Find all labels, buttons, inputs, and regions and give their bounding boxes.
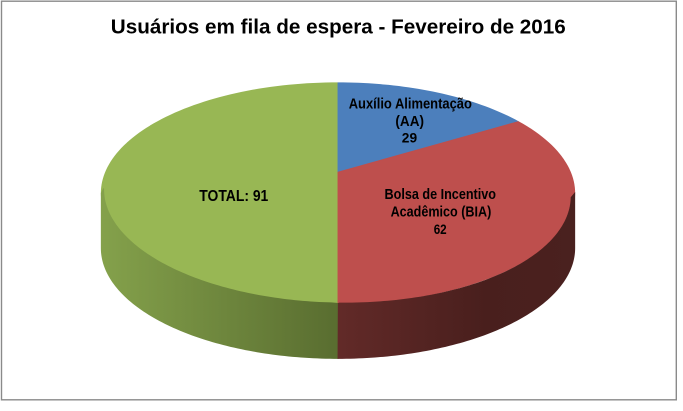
svg-text:Auxílio Alimentação: Auxílio Alimentação — [349, 96, 472, 113]
svg-text:Bolsa de Incentivo: Bolsa de Incentivo — [385, 186, 497, 203]
svg-text:62: 62 — [434, 222, 447, 237]
svg-text:Usuários em fila de espera - F: Usuários em fila de espera - Fevereiro d… — [111, 16, 566, 38]
svg-text:29: 29 — [402, 131, 417, 146]
svg-text:Acadêmico (BIA): Acadêmico (BIA) — [391, 203, 492, 220]
svg-text:(AA): (AA) — [395, 113, 424, 130]
svg-text:TOTAL: 91: TOTAL: 91 — [199, 188, 268, 205]
